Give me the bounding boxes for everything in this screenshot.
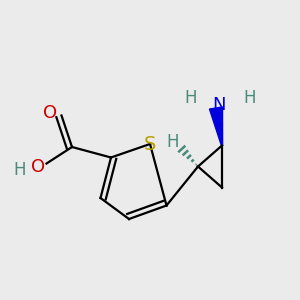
Text: H: H [243,89,256,107]
Text: O: O [43,103,58,122]
Polygon shape [209,107,223,146]
Text: S: S [144,134,156,154]
Text: N: N [212,96,226,114]
Text: H: H [184,89,197,107]
Text: O: O [31,158,46,176]
Text: H: H [166,133,178,151]
Text: H: H [13,161,26,179]
